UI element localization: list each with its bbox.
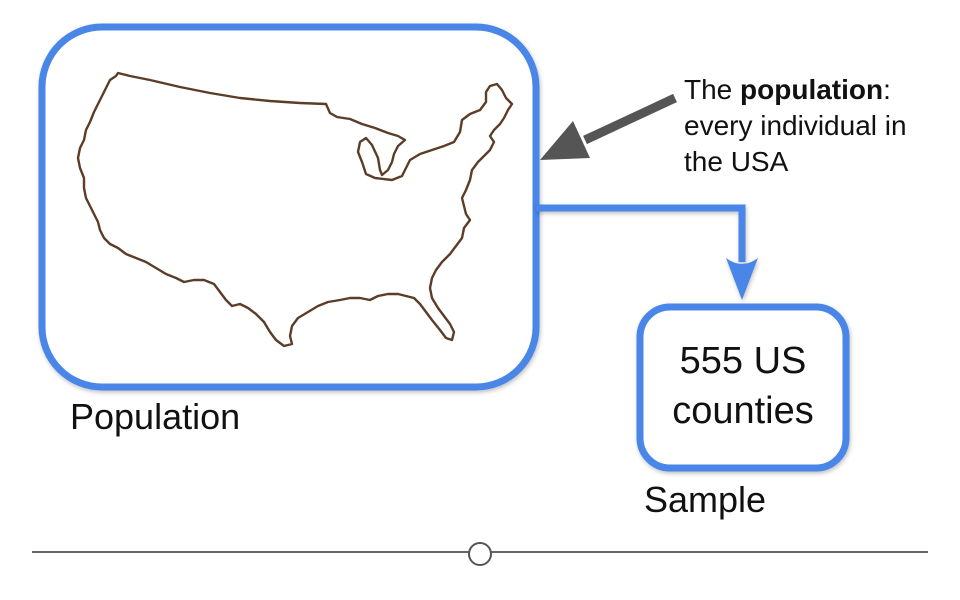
annotation-line-3: the USA (684, 146, 789, 177)
annotation-arrowhead (540, 121, 590, 160)
population-annotation: The population: every individual in the … (684, 72, 907, 180)
population-label: Population (70, 396, 241, 437)
slider-handle[interactable] (468, 542, 492, 566)
annotation-line-2: every individual in (684, 110, 907, 141)
connector-line (536, 204, 746, 262)
usa-map-icon (76, 71, 514, 348)
annotation-arrow-shaft (583, 93, 677, 145)
sample-box (636, 303, 850, 472)
sample-box-line-2: counties (672, 390, 814, 432)
sample-box-text: 555 US counties (640, 336, 846, 436)
population-box (38, 23, 540, 391)
annotation-line-1: The population: (684, 74, 891, 105)
sample-box-line-1: 555 US (679, 340, 807, 382)
sample-label: Sample (644, 479, 767, 520)
connector-arrowhead (726, 258, 758, 300)
annotation-bold-term: population (740, 74, 884, 105)
